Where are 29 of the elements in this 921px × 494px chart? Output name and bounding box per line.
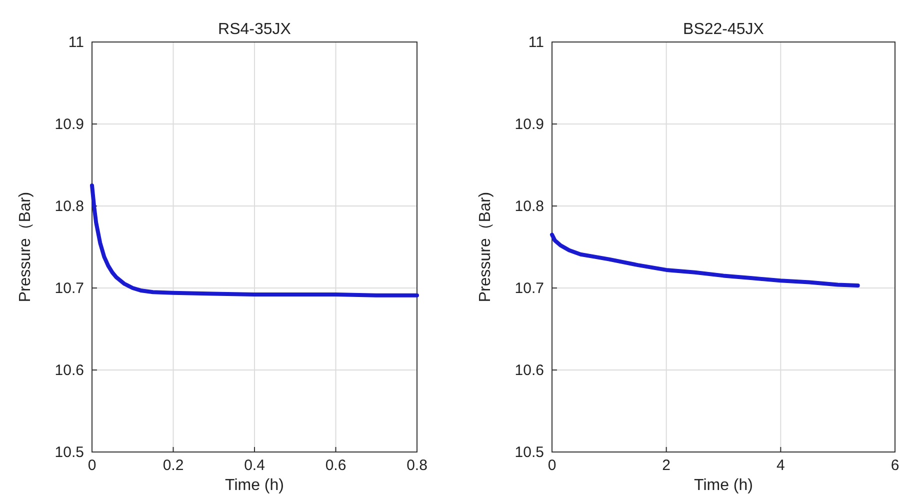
x-tick-label: 0.4 [244, 457, 265, 474]
y-tick-label: 10.8 [514, 198, 544, 215]
y-tick-label: 10.5 [514, 444, 544, 461]
x-tick-label: 0.2 [162, 457, 184, 474]
line-series [90, 184, 419, 298]
y-tick-label: 10.7 [54, 280, 84, 297]
x-tick-label: 0.8 [406, 457, 428, 474]
x-tick-label: 0 [88, 457, 96, 474]
line-series [550, 232, 860, 288]
x-axis-title: Time (h) [694, 477, 753, 494]
y-tick-label: 11 [528, 34, 544, 51]
y-tick-label: 10.7 [514, 280, 544, 297]
y-tick-label: 10.9 [54, 116, 84, 133]
x-axis-title: Time (h) [225, 477, 284, 494]
chart-title: BS22-45JX [683, 21, 764, 38]
y-tick-label: 10.5 [54, 444, 84, 461]
y-tick-label: 10.9 [514, 116, 544, 133]
chart-title: RS4-35JX [218, 21, 292, 38]
y-axis-title: Pressure（Bar) [477, 192, 494, 302]
y-tick-label: 10.6 [54, 362, 84, 379]
y-tick-label: 11 [68, 34, 84, 51]
x-tick-label: 4 [776, 457, 785, 474]
y-tick-label: 10.6 [514, 362, 544, 379]
x-tick-label: 2 [662, 457, 671, 474]
y-tick-label: 10.8 [54, 198, 84, 215]
x-tick-label: 0 [548, 457, 556, 474]
x-tick-label: 0.6 [325, 457, 346, 474]
y-axis-title: Pressure（Bar) [17, 192, 34, 302]
x-tick-label: 6 [890, 457, 900, 474]
